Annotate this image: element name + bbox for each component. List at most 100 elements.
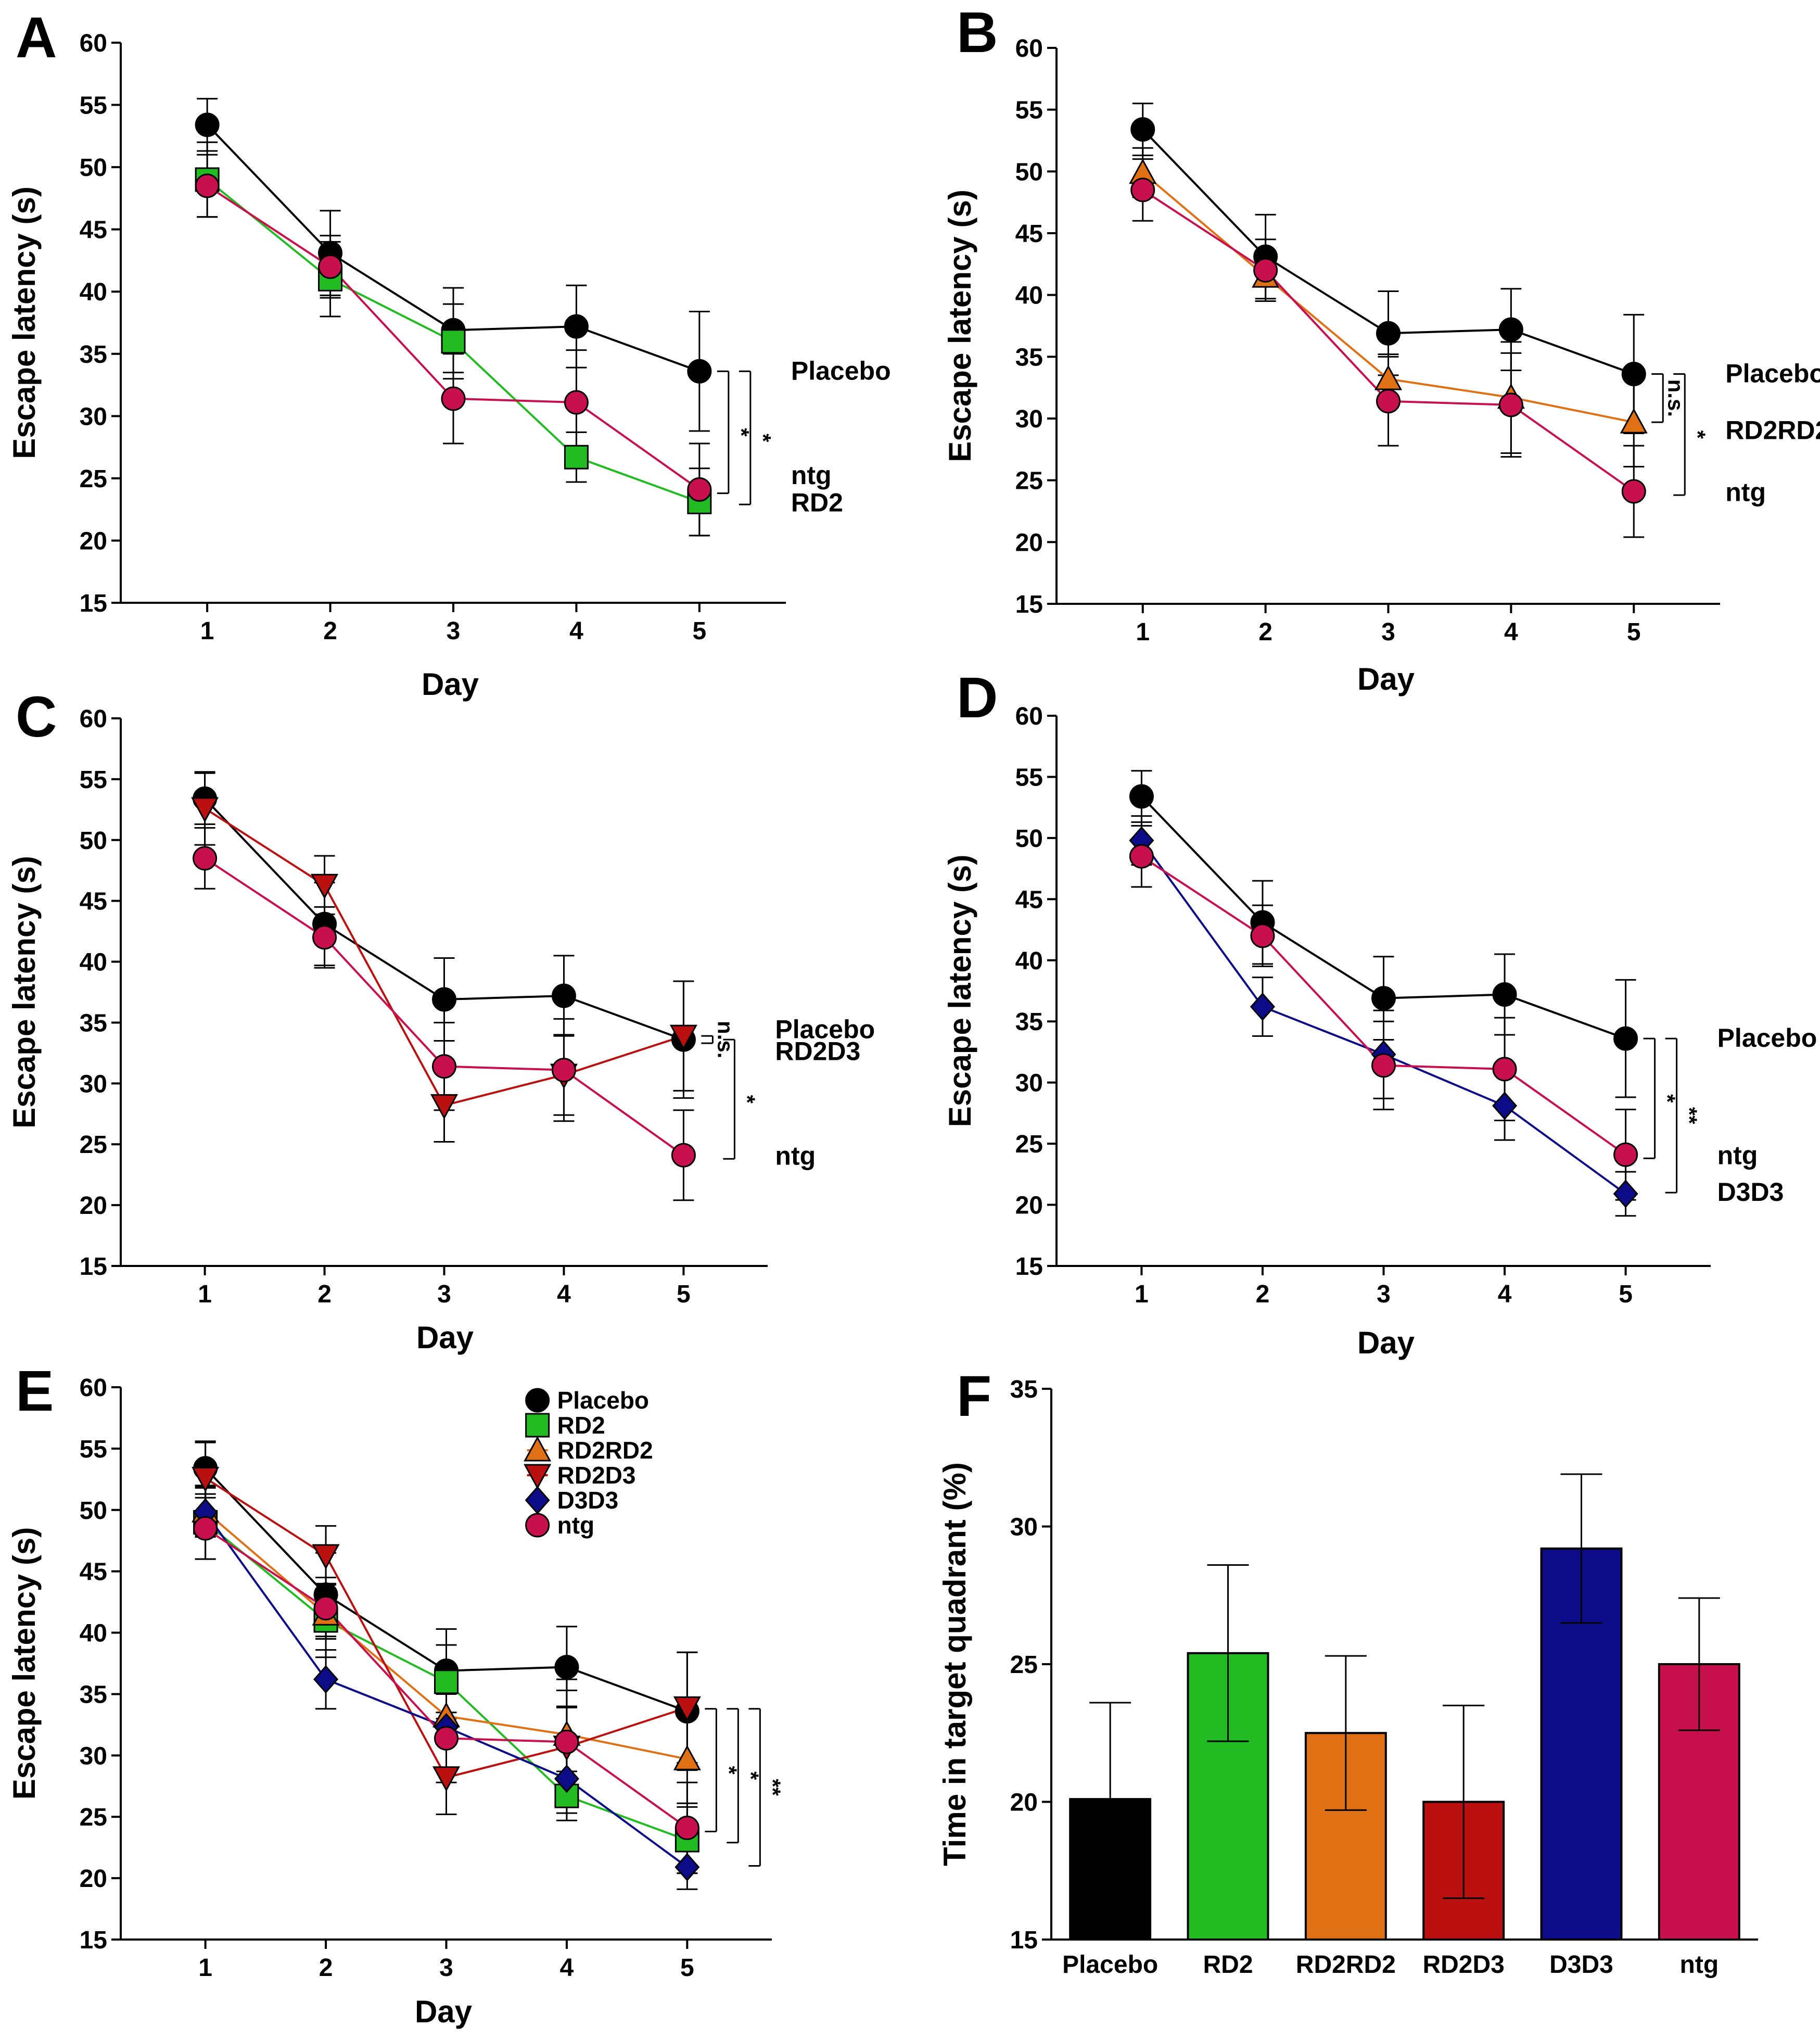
data-point <box>687 477 712 502</box>
x-tick-label: 5 <box>1627 618 1641 646</box>
data-point <box>551 983 576 1008</box>
data-point <box>1621 479 1646 504</box>
x-tick-label: 3 <box>1381 618 1395 646</box>
data-point <box>1492 1092 1518 1120</box>
x-tick-label: 4 <box>569 617 583 645</box>
data-point <box>1621 362 1646 387</box>
group-label: RD2D3 <box>775 1037 860 1066</box>
y-tick-label: 30 <box>1015 406 1043 433</box>
x-tick-label: 4 <box>1498 1281 1512 1308</box>
data-point <box>434 1726 459 1751</box>
x-tick-label: 2 <box>319 1954 333 1982</box>
y-tick-label: 40 <box>80 278 107 306</box>
panel-label: E <box>16 1359 54 1423</box>
data-point <box>313 1665 339 1694</box>
y-tick-label: 20 <box>1010 1789 1038 1817</box>
x-axis-title: Day <box>422 667 479 702</box>
y-tick-label: 15 <box>80 590 107 617</box>
data-point <box>195 112 220 137</box>
significance-bracket: * <box>705 1708 741 1833</box>
x-tick-label: 1 <box>1136 618 1150 646</box>
y-tick-label: 50 <box>1015 158 1043 186</box>
group-label: ntg <box>1725 477 1766 506</box>
group-label: RD2 <box>791 488 843 517</box>
y-tick-label: 50 <box>80 154 107 182</box>
y-tick-label: 20 <box>80 1192 107 1220</box>
y-axis-title: Escape latency (s) <box>943 189 977 462</box>
legend-label: RD2 <box>557 1412 605 1439</box>
y-tick-label: 30 <box>1015 1070 1043 1097</box>
y-tick-label: 45 <box>80 217 107 244</box>
y-tick-label: 45 <box>1015 220 1043 248</box>
data-point <box>1498 392 1523 417</box>
data-point <box>674 1853 700 1882</box>
data-point <box>441 329 466 354</box>
y-tick-label: 25 <box>80 1804 107 1831</box>
data-point <box>318 254 343 279</box>
y-tick-label: 55 <box>80 1436 107 1463</box>
data-point <box>564 445 589 470</box>
data-point <box>1492 1057 1517 1082</box>
x-tick-label: 5 <box>693 617 707 645</box>
x-tick-label: ntg <box>1680 1951 1719 1979</box>
data-point <box>674 1815 699 1840</box>
significance-bracket: * <box>1643 1037 1680 1159</box>
group-label: Placebo <box>1717 1023 1817 1053</box>
y-tick-label: 55 <box>80 766 107 794</box>
data-point <box>669 1024 697 1050</box>
x-tick-label: 3 <box>439 1954 453 1982</box>
data-point <box>441 386 466 411</box>
data-point <box>1253 258 1278 283</box>
y-tick-label: 20 <box>80 527 107 555</box>
x-tick-label: RD2D3 <box>1422 1951 1504 1979</box>
y-tick-label: 35 <box>80 1681 107 1708</box>
x-tick-label: 3 <box>1377 1281 1391 1308</box>
data-point <box>1371 986 1396 1011</box>
y-tick-label: 25 <box>80 465 107 493</box>
group-label: Placebo <box>1725 359 1820 388</box>
panel-label: F <box>957 1364 991 1428</box>
y-tick-label: 55 <box>80 92 107 120</box>
data-point <box>1250 992 1275 1021</box>
group-label: Placebo <box>775 1015 875 1044</box>
data-point <box>1374 364 1403 390</box>
data-point <box>1129 844 1154 869</box>
data-point <box>191 797 219 823</box>
y-tick-label: 35 <box>1015 344 1043 371</box>
data-point <box>1613 1142 1638 1167</box>
data-point <box>1130 178 1155 202</box>
legend-marker <box>524 1436 552 1462</box>
y-tick-label: 15 <box>1015 591 1043 618</box>
legend-marker <box>525 1486 550 1515</box>
y-tick-label: 15 <box>80 1253 107 1281</box>
x-tick-label: D3D3 <box>1549 1951 1613 1979</box>
series-points-ntg <box>195 173 712 502</box>
y-tick-label: 25 <box>1015 467 1043 495</box>
data-point <box>1613 1026 1638 1051</box>
y-tick-label: 45 <box>1015 886 1043 914</box>
y-tick-label: 40 <box>80 1620 107 1648</box>
significance-label: * <box>1685 430 1710 439</box>
significance-label: * <box>729 428 754 437</box>
group-label: ntg <box>1717 1141 1758 1170</box>
x-tick-label: 2 <box>323 617 337 645</box>
legend-marker <box>524 1464 552 1490</box>
y-tick-label: 60 <box>80 1374 107 1402</box>
y-axis-title: Escape latency (s) <box>7 856 42 1129</box>
panel-label: B <box>957 1 998 65</box>
x-tick-label: 1 <box>1135 1281 1149 1308</box>
y-tick-label: 45 <box>80 1558 107 1586</box>
y-axis-title: Escape latency (s) <box>943 855 977 1127</box>
data-point <box>554 1729 579 1754</box>
significance-bracket: ** <box>1665 1037 1702 1194</box>
data-point <box>1130 117 1155 142</box>
y-tick-label: 60 <box>1015 35 1043 62</box>
errorbars-d3d3 <box>1131 815 1636 1217</box>
data-point <box>1498 317 1523 342</box>
data-point <box>1250 923 1275 948</box>
